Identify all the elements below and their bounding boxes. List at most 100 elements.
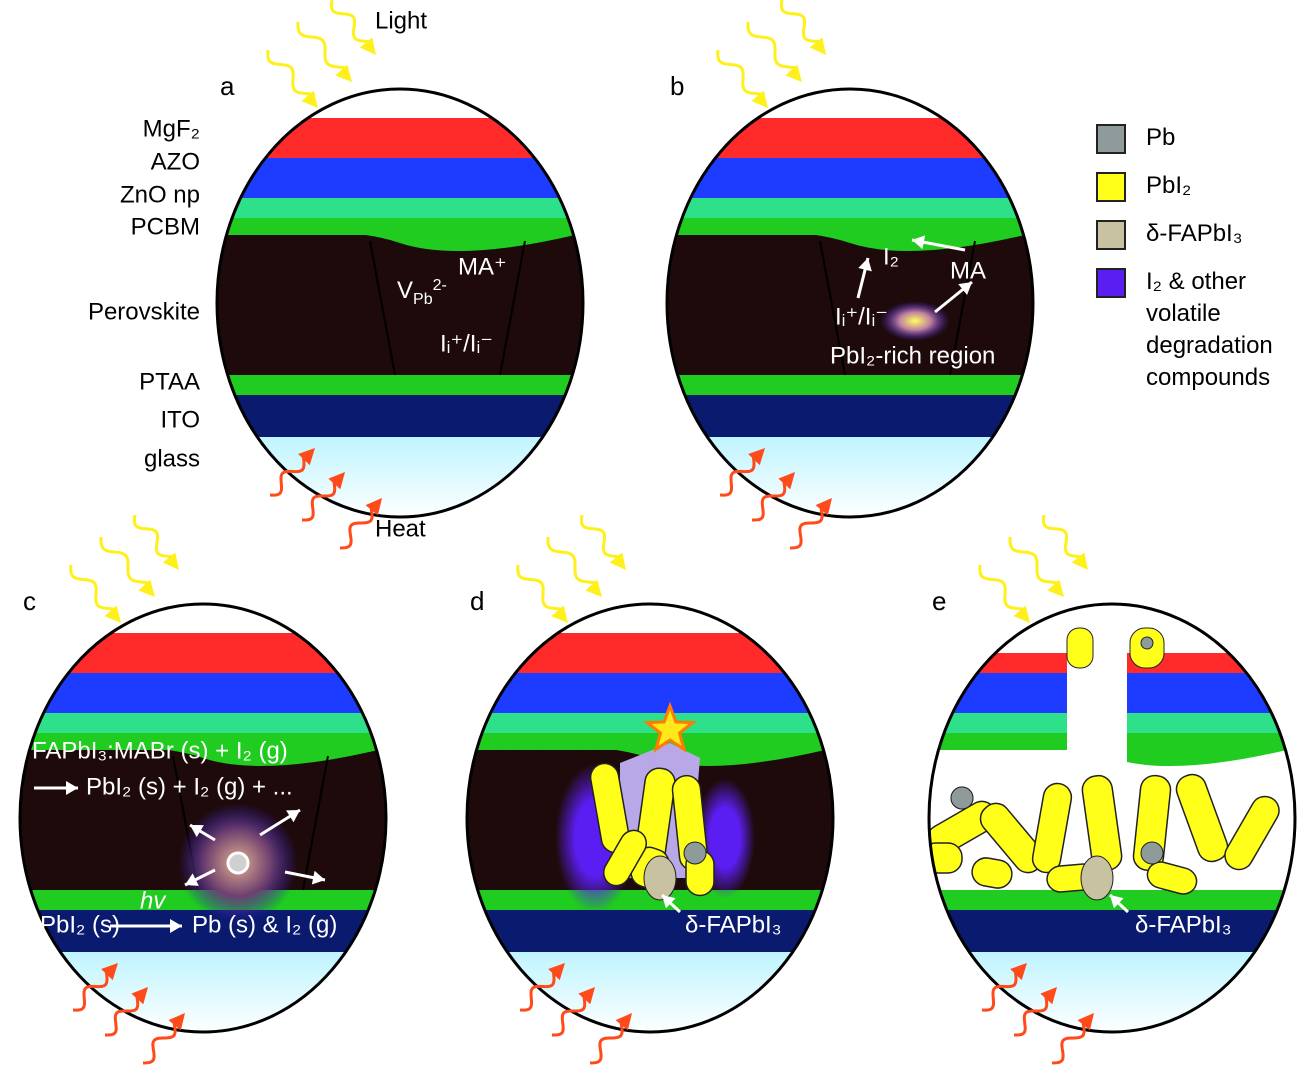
wave-arrow — [546, 537, 599, 586]
wave-arrow — [339, 504, 374, 550]
layer — [929, 910, 1295, 952]
panel-label: b — [670, 71, 684, 101]
layer — [667, 198, 1033, 218]
pb-core — [226, 851, 250, 875]
wave-arrow — [579, 514, 623, 559]
panel-label: a — [220, 71, 235, 101]
layer — [929, 952, 1295, 1032]
arrow-head — [1010, 963, 1027, 981]
arrow-head — [104, 605, 121, 623]
panel — [467, 633, 833, 1032]
delta-phase — [1080, 855, 1114, 901]
wave-arrow — [779, 0, 823, 44]
arrow-head — [185, 873, 199, 886]
legend-item: δ-FAPbI₃ — [1096, 218, 1296, 250]
wave-arrow — [1008, 537, 1061, 586]
panel-label: e — [932, 586, 946, 616]
vacancy-part: Pb — [413, 291, 433, 308]
layer — [217, 235, 583, 375]
grain-boundary — [369, 240, 396, 376]
legend-label: PbI₂ — [1146, 172, 1192, 199]
arrow-head — [1013, 605, 1030, 623]
grain-boundary — [819, 240, 846, 376]
legend-label: I₂ & other volatile degradation compound… — [1146, 268, 1273, 391]
panel — [667, 118, 1033, 517]
arrow-head — [1047, 579, 1064, 597]
arrow-head — [359, 37, 376, 55]
layer — [217, 158, 583, 198]
arrow-head — [131, 987, 148, 1005]
layer — [20, 952, 386, 1032]
arrow-head — [615, 1013, 632, 1031]
layer — [667, 375, 1033, 395]
layer — [20, 713, 386, 733]
light-label: Light — [375, 7, 427, 34]
arrow-head — [858, 258, 872, 272]
delta-phase — [643, 855, 677, 901]
layer-label: ITO — [160, 406, 200, 433]
arrow-head — [365, 498, 382, 516]
pbi2-grain — [1224, 795, 1280, 871]
arrow-head — [168, 1013, 185, 1031]
arrow-head — [785, 64, 802, 82]
wave-arrow — [519, 968, 556, 1012]
legend-item: PbI₂ — [1096, 170, 1296, 202]
arrow-head — [751, 90, 768, 108]
arrow-head — [66, 781, 78, 795]
panel-outline — [927, 602, 1297, 1034]
arrow-head — [170, 919, 182, 933]
phase-label: δ-FAPbI₃ — [1135, 911, 1232, 938]
wave-arrow — [105, 993, 140, 1037]
arrow-head — [301, 90, 318, 108]
iodine-label: I₂ — [883, 243, 899, 270]
layer — [20, 673, 386, 713]
region-label: PbI₂-rich region — [830, 342, 995, 369]
legend: Pb PbI₂ δ-FAPbI₃ I₂ & other volatile degrad… — [1096, 122, 1296, 410]
ma-label: MA — [950, 257, 986, 284]
arrow-head — [190, 825, 204, 838]
wave-arrow — [978, 564, 1027, 612]
grain-boundary — [302, 755, 329, 891]
arrow-head — [778, 472, 795, 490]
arrow-head — [1077, 1013, 1094, 1031]
wave-arrow — [142, 1019, 177, 1065]
wave-arrow — [552, 993, 587, 1037]
arrow-head — [286, 810, 300, 823]
legend-label: δ-FAPbI₃ — [1146, 220, 1243, 247]
arrow-head — [101, 963, 118, 981]
gap — [929, 628, 1295, 653]
arrow-head — [335, 64, 352, 82]
layer — [20, 910, 386, 952]
wave-arrow — [516, 564, 565, 612]
legend-item: Pb — [1096, 122, 1296, 154]
wave-arrow — [69, 564, 118, 612]
pbi2-grain — [1031, 782, 1073, 874]
wave-arrow — [329, 0, 373, 44]
arrow-head — [662, 895, 676, 909]
interstitial-label: Iᵢ⁺/Iᵢ⁻ — [835, 303, 888, 330]
wave-arrow — [719, 453, 756, 497]
arrow-head — [1071, 552, 1088, 570]
wave-arrow — [1051, 1019, 1086, 1065]
pb-particle — [1140, 636, 1154, 650]
wave-arrow — [269, 453, 306, 497]
wave-arrow — [1014, 993, 1049, 1037]
layer — [217, 198, 583, 218]
reaction-label: PbI₂ (s) — [40, 911, 120, 938]
arrow-head — [1110, 895, 1124, 909]
layer-label: MgF₂ — [143, 115, 200, 142]
layer — [667, 437, 1033, 517]
photon-label: hv — [140, 887, 167, 914]
arrow-head — [162, 552, 179, 570]
grain-boundary — [499, 240, 526, 376]
wave-arrow — [746, 22, 799, 71]
pb-particle — [950, 786, 974, 810]
reaction-label: PbI₂ (s) + I₂ (g) + ... — [86, 773, 293, 800]
layer — [667, 395, 1033, 437]
panel-outline — [18, 602, 388, 1034]
layer — [217, 395, 583, 437]
legend-swatch — [1096, 124, 1126, 154]
vacancy-part: V — [397, 277, 413, 304]
